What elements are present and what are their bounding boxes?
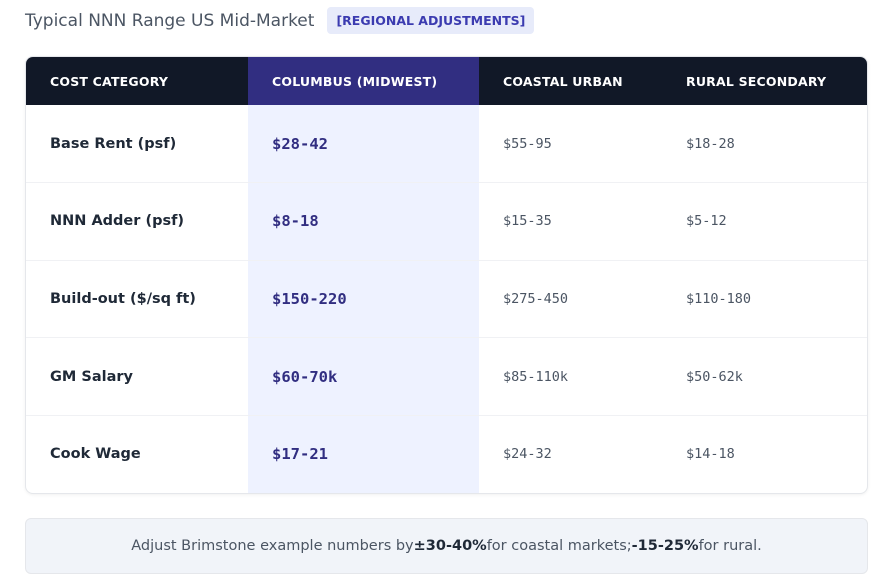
rural-value: $14-18 (686, 446, 735, 463)
table-row: Cook Wage $17-21 $24-32 $14-18 (26, 415, 867, 493)
table-row: Build-out ($/sq ft) $150-220 $275-450 $1… (26, 260, 867, 338)
page-header: Typical NNN Range US Mid-Market [REGIONA… (25, 7, 535, 34)
note-rural-pct: -15-25% (631, 538, 699, 554)
row-category: GM Salary (50, 368, 133, 385)
table-row: Base Rent (psf) $28-42 $55-95 $18-28 (26, 105, 867, 183)
column-header-cost-category: COST CATEGORY (50, 73, 169, 89)
note-coastal-pct: ±30-40% (413, 538, 487, 554)
rural-value: $5-12 (686, 213, 727, 230)
rural-value: $110-180 (686, 290, 752, 307)
rural-value: $18-28 (686, 135, 735, 152)
row-category: Cook Wage (50, 446, 141, 463)
coastal-value: $275-450 (503, 290, 569, 307)
row-category: NNN Adder (psf) (50, 213, 185, 230)
columbus-value: $150-220 (248, 260, 479, 338)
table-row: GM Salary $60-70k $85-110k $50-62k (26, 337, 867, 416)
coastal-value: $85-110k (503, 368, 569, 385)
column-header-coastal-urban: COASTAL URBAN (503, 73, 623, 89)
table-row: NNN Adder (psf) $8-18 $15-35 $5-12 (26, 182, 867, 261)
adjustment-note: Adjust Brimstone example numbers by ±30-… (25, 518, 868, 574)
column-header-rural-secondary: RURAL SECONDARY (686, 73, 827, 89)
coastal-value: $55-95 (503, 135, 552, 152)
columbus-value: $60-70k (248, 337, 479, 416)
note-prefix: Adjust Brimstone example numbers by (131, 538, 414, 554)
table-header-row: COST CATEGORY COLUMBUS (MIDWEST) COASTAL… (26, 57, 867, 105)
page-title: Typical NNN Range US Mid-Market (25, 10, 315, 31)
row-category: Build-out ($/sq ft) (50, 290, 196, 307)
rural-value: $50-62k (686, 368, 743, 385)
columbus-value: $28-42 (248, 105, 479, 183)
row-category: Base Rent (psf) (50, 135, 177, 152)
columbus-value: $17-21 (248, 415, 479, 493)
cost-comparison-table: COST CATEGORY COLUMBUS (MIDWEST) COASTAL… (25, 56, 868, 494)
coastal-value: $15-35 (503, 213, 552, 230)
note-suffix: for rural. (698, 538, 762, 554)
coastal-value: $24-32 (503, 446, 552, 463)
column-header-columbus: COLUMBUS (MIDWEST) (248, 57, 479, 105)
note-middle: for coastal markets; (486, 538, 632, 554)
regional-adjustments-badge: [REGIONAL ADJUSTMENTS] (327, 7, 535, 34)
columbus-value: $8-18 (248, 182, 479, 261)
